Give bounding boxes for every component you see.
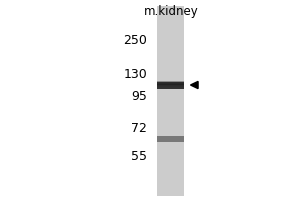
Bar [158,86,184,87]
Polygon shape [190,81,198,89]
Bar [158,87,184,88]
Bar [158,83,184,84]
Text: 95: 95 [131,90,147,102]
Text: 250: 250 [123,33,147,46]
Bar [158,136,184,142]
Bar [158,84,184,85]
Text: m.kidney: m.kidney [144,5,198,19]
Bar [158,85,184,86]
Bar [158,81,184,82]
Bar [158,82,184,88]
Bar [158,6,184,196]
Text: 72: 72 [131,121,147,134]
Text: 55: 55 [131,150,147,162]
Text: 130: 130 [123,68,147,80]
Bar [158,82,184,83]
